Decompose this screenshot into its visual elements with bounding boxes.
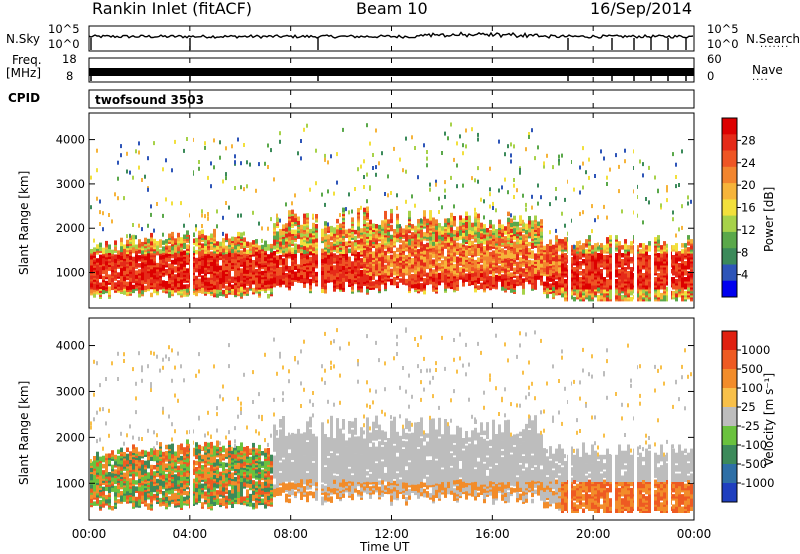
power-colorbar-tick-label: 16 <box>741 201 756 215</box>
power-colorbar-tick-label: 28 <box>741 133 756 147</box>
velocity-colorbar-swatch <box>722 445 737 465</box>
power-colorbar-swatch <box>722 215 737 233</box>
nsearch-tick-low: 10^0 <box>707 37 739 51</box>
freq-tick-high: 18 <box>62 52 77 66</box>
freq-unit-label: [MHz] <box>6 66 42 80</box>
nave-legend-line: ···· <box>752 75 769 86</box>
velocity-colorbar-swatch <box>722 464 737 484</box>
power-colorbar-label: Power [dB] <box>762 186 776 252</box>
power-colorbar-swatch <box>722 280 737 298</box>
velocity-data-gap <box>668 319 671 519</box>
velocity-colorbar-tick-label: 500 <box>741 362 763 376</box>
velocity-colorbar-swatch <box>722 388 737 408</box>
x-axis-label: Time UT <box>360 540 410 554</box>
nsky-label: N.Sky <box>6 32 41 46</box>
power-colorbar-tick-label: 20 <box>741 178 756 192</box>
velocity-ytick-label: 1000 <box>56 476 85 490</box>
power-colorbar-swatch <box>722 248 737 265</box>
station-title: Rankin Inlet (fitACF) <box>92 0 253 18</box>
power-data-gap <box>634 114 637 307</box>
velocity-colorbar-tick-label: -100 <box>741 438 767 452</box>
power-colorbar-tick-label: 24 <box>741 156 756 170</box>
power-scatter-cells <box>90 122 693 302</box>
xtick-label: 00:00 <box>677 527 712 541</box>
nsearch-legend-line: ······· <box>760 42 790 53</box>
velocity-colorbar-swatch <box>722 369 737 389</box>
nsky-line <box>88 31 694 39</box>
velocity-data-gap <box>568 319 571 519</box>
power-colorbar-swatch <box>722 118 737 135</box>
velocity-colorbar-tick-label: 1000 <box>741 343 770 357</box>
velocity-ytick-label: 4000 <box>56 339 85 353</box>
power-colorbar-tick-label: 8 <box>741 245 748 259</box>
velocity-panel-ylabel: Slant Range [km] <box>17 380 31 485</box>
velocity-data-gap <box>190 319 193 519</box>
velocity-ytick-label: 2000 <box>56 430 85 444</box>
cpid-value: twofsound 3503 <box>95 93 204 107</box>
velocity-colorbar-swatch <box>722 407 737 427</box>
xtick-label: 16:00 <box>475 527 510 541</box>
power-data-gap <box>651 114 654 307</box>
power-colorbar-swatch <box>722 134 737 152</box>
cpid-label: CPID <box>8 91 41 105</box>
xtick-label: 12:00 <box>374 527 409 541</box>
velocity-colorbar-swatch <box>722 331 737 351</box>
velocity-ytick-label: 3000 <box>56 384 85 398</box>
power-colorbar-swatch <box>722 231 737 249</box>
velocity-colorbar-frame <box>721 330 738 503</box>
power-data-gap <box>612 114 615 307</box>
power-data-gap <box>668 114 671 307</box>
power-data-gap <box>318 114 321 307</box>
velocity-data-gap <box>651 319 654 519</box>
velocity-data-gap <box>612 319 615 519</box>
xtick-label: 00:00 <box>72 527 107 541</box>
power-colorbar-swatch <box>722 150 737 168</box>
power-panel-ylabel: Slant Range [km] <box>17 170 31 275</box>
power-colorbar-swatch <box>722 264 737 282</box>
nsearch-tick-high: 10^5 <box>707 22 739 36</box>
nsky-tick-low: 10^0 <box>48 37 80 51</box>
freq-label: Freq. <box>12 53 42 67</box>
velocity-colorbar-tick-label: 25 <box>741 400 756 414</box>
nsky-tick-high: 10^5 <box>48 22 80 36</box>
velocity-colorbar-swatch <box>722 426 737 446</box>
power-ytick-label: 1000 <box>56 266 85 280</box>
power-colorbar-swatch <box>722 183 737 200</box>
power-ytick-label: 3000 <box>56 177 85 191</box>
power-colorbar-tick-label: 4 <box>741 268 748 282</box>
power-ytick-label: 4000 <box>56 133 85 147</box>
velocity-colorbar-tick-label: -25 <box>741 419 760 433</box>
freq-tick-low: 8 <box>66 69 74 83</box>
xtick-label: 20:00 <box>576 527 611 541</box>
power-colorbar-tick-label: 12 <box>741 223 756 237</box>
nave-label: Nave <box>752 63 783 77</box>
nsearch-label: N.Search <box>746 32 800 46</box>
velocity-colorbar-tick-label: -1000 <box>741 476 774 490</box>
power-ytick-label: 2000 <box>56 221 85 235</box>
velocity-colorbar-tick-label: -500 <box>741 457 767 471</box>
velocity-data-gap <box>318 319 321 519</box>
freq-band <box>89 68 694 76</box>
velocity-colorbar-tick-label: 100 <box>741 381 763 395</box>
nave-tick-high: 60 <box>707 52 722 66</box>
xtick-label: 08:00 <box>273 527 308 541</box>
velocity-scatter-cells <box>90 327 693 513</box>
nave-tick-low: 0 <box>707 69 715 83</box>
velocity-colorbar-swatch <box>722 483 737 503</box>
power-data-gap <box>190 114 193 307</box>
velocity-data-gap <box>634 319 637 519</box>
date-title: 16/Sep/2014 <box>590 0 693 18</box>
beam-title: Beam 10 <box>356 0 428 18</box>
xtick-label: 04:00 <box>173 527 208 541</box>
power-colorbar-swatch <box>722 166 737 184</box>
velocity-colorbar-swatch <box>722 350 737 370</box>
power-colorbar-swatch <box>722 199 737 217</box>
velocity-colorbar-label: Velocity [m s⁻¹] <box>762 372 776 466</box>
power-data-gap <box>568 114 571 307</box>
